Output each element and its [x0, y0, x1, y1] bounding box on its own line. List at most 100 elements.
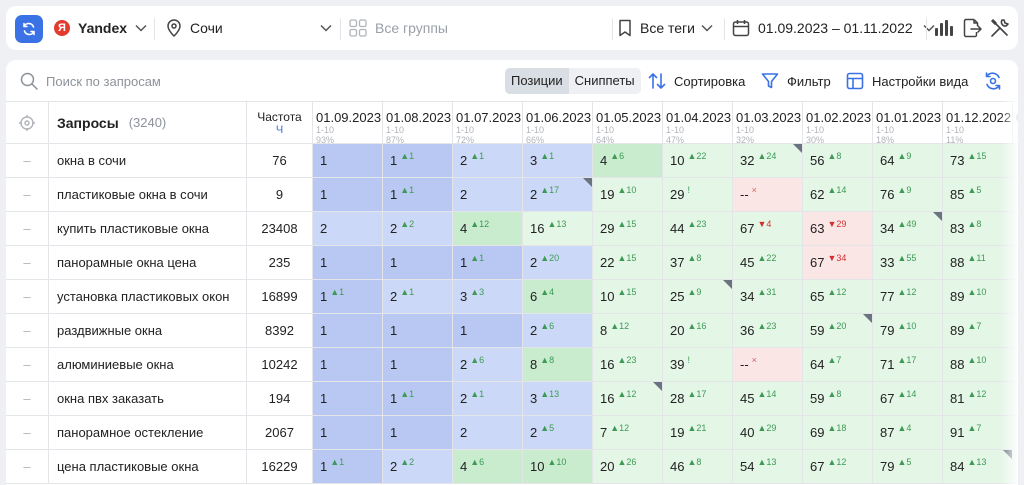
position-cell[interactable]: 22 ▲15 — [593, 246, 663, 280]
position-cell[interactable]: 34 ▲31 — [733, 280, 803, 314]
position-cell[interactable]: 1 — [1013, 178, 1018, 212]
position-cell[interactable]: 1 — [453, 314, 523, 348]
position-cell[interactable]: 1 — [383, 314, 453, 348]
table-row[interactable]: – раздвижные окна 8392 1 1 1 2 ▲6 8 ▲12 20 ▲16 36 ▲23… — [6, 314, 1018, 348]
position-cell[interactable]: 8 ▲8 — [523, 348, 593, 382]
table-row[interactable]: – пластиковые окна в сочи 9 1 1 ▲1 2 2 ▲17 19 ▲10 2… — [6, 178, 1018, 212]
date-column-header[interactable]: 01.12.2022 1-10 11% — [943, 102, 1013, 145]
position-cell[interactable]: 4 ▲6 — [593, 144, 663, 178]
engine-select[interactable]: Я Yandex — [54, 6, 147, 50]
date-column-header[interactable]: 01.06.2023 1-10 66% — [523, 102, 593, 145]
query-cell[interactable]: панорамные окна цена — [49, 246, 247, 280]
table-row[interactable]: – панорамное остекление 2067 1 1 2 2 ▲5 7 ▲12 19 ▲2… — [6, 416, 1018, 450]
position-cell[interactable]: 2 ▲5 — [523, 416, 593, 450]
position-cell[interactable]: 1 — [383, 416, 453, 450]
tools-button[interactable] — [990, 6, 1010, 50]
position-cell[interactable]: 10 ▲15 — [593, 280, 663, 314]
query-column-header[interactable]: Запросы (3240) — [49, 102, 247, 144]
query-cell[interactable]: цена пластиковые окна — [49, 450, 247, 484]
position-cell[interactable]: 2 ▲2 — [383, 212, 453, 246]
position-cell[interactable]: 2 ▲6 — [523, 314, 593, 348]
position-cell[interactable]: 1 — [313, 416, 383, 450]
position-cell[interactable]: 83 ▲8 — [943, 212, 1013, 246]
position-cell[interactable]: 1 — [1013, 348, 1018, 382]
position-cell[interactable]: 1 ▲1 — [383, 144, 453, 178]
date-column-header[interactable]: 01.03.2023 1-10 32% — [733, 102, 803, 145]
position-cell[interactable]: 84 ▲13 — [943, 450, 1013, 484]
position-cell[interactable]: 2 ▲1 — [453, 382, 523, 416]
position-cell[interactable]: 63 ▼29 — [803, 212, 873, 246]
row-select-cell[interactable]: – — [6, 178, 49, 212]
table-row[interactable]: – окна пвх заказать 194 1 1 ▲1 2 ▲1 3 ▲13 16 ▲12 28 ▲… — [6, 382, 1018, 416]
position-cell[interactable]: 10 ▲10 — [523, 450, 593, 484]
position-cell[interactable]: 1 — [383, 246, 453, 280]
position-cell[interactable]: 1 — [1013, 314, 1018, 348]
query-cell[interactable]: установка пластиковых окон — [49, 280, 247, 314]
refresh-button[interactable] — [15, 15, 43, 43]
position-cell[interactable]: 20 ▲26 — [593, 450, 663, 484]
position-cell[interactable]: 2 ▲1 — [383, 280, 453, 314]
row-select-cell[interactable]: – — [6, 246, 49, 280]
position-cell[interactable]: 89 ▲10 — [943, 280, 1013, 314]
position-cell[interactable]: 3 ▲3 — [453, 280, 523, 314]
position-cell[interactable]: 45 ▲14 — [733, 382, 803, 416]
position-cell[interactable]: 1 — [313, 178, 383, 212]
table-row[interactable]: – панорамные окна цена 235 1 1 1 ▲1 2 ▲20 22 ▲15 37… — [6, 246, 1018, 280]
position-cell[interactable]: 1 — [1013, 416, 1018, 450]
position-cell[interactable]: 1 — [1013, 450, 1018, 484]
chart-button[interactable] — [934, 6, 954, 50]
table-row[interactable]: – купить пластиковые окна 23408 2 2 ▲2 4 ▲12 16 ▲… — [6, 212, 1018, 246]
position-cell[interactable]: 44 ▲23 — [663, 212, 733, 246]
position-cell[interactable]: 16 ▲13 — [523, 212, 593, 246]
position-cell[interactable]: 64 ▲7 — [803, 348, 873, 382]
position-cell[interactable]: 2 ▲17 — [523, 178, 593, 212]
query-cell[interactable]: раздвижные окна — [49, 314, 247, 348]
table-row[interactable]: – установка пластиковых окон 16899 1 ▲1 2 ▲1 3 ▲… — [6, 280, 1018, 314]
date-column-header[interactable]: 01.02.2023 1-10 30% — [803, 102, 873, 145]
position-cell[interactable]: 71 ▲17 — [873, 348, 943, 382]
filter-button[interactable]: Фильтр — [761, 60, 831, 102]
position-cell[interactable]: 29 ▲15 — [593, 212, 663, 246]
position-cell[interactable]: 59 ▲8 — [803, 382, 873, 416]
position-cell[interactable]: 1 ▲1 — [453, 246, 523, 280]
row-select-cell[interactable]: – — [6, 212, 49, 246]
table-row[interactable]: – цена пластиковые окна 16229 1 ▲1 2 ▲2 4 ▲6 10 ▲1… — [6, 450, 1018, 484]
position-cell[interactable]: 16 ▲12 — [593, 382, 663, 416]
position-cell[interactable]: 64 ▲9 — [873, 144, 943, 178]
position-cell[interactable]: 3 ▲1 — [523, 144, 593, 178]
position-cell[interactable]: 36 ▲23 — [733, 314, 803, 348]
position-cell[interactable]: 85 ▲5 — [943, 178, 1013, 212]
view-settings-button[interactable]: Настройки вида — [846, 60, 968, 102]
select-all-cell[interactable] — [6, 102, 49, 144]
position-cell[interactable]: 34 ▲49 — [873, 212, 943, 246]
position-cell[interactable]: 39! — [663, 348, 733, 382]
position-cell[interactable]: 91 ▲7 — [943, 416, 1013, 450]
position-cell[interactable]: 56 ▲8 — [803, 144, 873, 178]
position-cell[interactable]: 88 ▲10 — [943, 348, 1013, 382]
date-column-header[interactable]: 01.08.2023 1-10 87% — [383, 102, 453, 145]
position-cell[interactable]: 25 ▲9 — [663, 280, 733, 314]
position-cell[interactable]: 1 ▲1 — [313, 450, 383, 484]
position-cell[interactable]: 4 ▲6 — [453, 450, 523, 484]
export-button[interactable] — [962, 6, 982, 50]
position-cell[interactable]: 88 ▲11 — [943, 246, 1013, 280]
sort-button[interactable]: Сортировка — [648, 60, 745, 102]
position-cell[interactable]: 1 — [313, 382, 383, 416]
region-select[interactable]: Сочи — [166, 6, 332, 50]
tab-positions[interactable]: Позиции — [505, 68, 569, 94]
position-cell[interactable]: 4 ▲12 — [453, 212, 523, 246]
position-cell[interactable]: 2 — [313, 212, 383, 246]
position-cell[interactable]: 89 ▲7 — [943, 314, 1013, 348]
date-column-header[interactable]: 01.01.2023 1-10 18% — [873, 102, 943, 145]
position-cell[interactable]: 45 ▲22 — [733, 246, 803, 280]
position-cell[interactable]: 1 — [313, 314, 383, 348]
query-cell[interactable]: купить пластиковые окна — [49, 212, 247, 246]
position-cell[interactable]: 19 ▲21 — [663, 416, 733, 450]
row-select-cell[interactable]: – — [6, 416, 49, 450]
position-cell[interactable]: 6 ▲4 — [523, 280, 593, 314]
position-cell[interactable]: 67 ▼4 — [733, 212, 803, 246]
position-cell[interactable]: 40 ▲29 — [733, 416, 803, 450]
table-row[interactable]: – алюминиевые окна 10242 1 1 2 ▲6 8 ▲8 16 ▲23 39! --… — [6, 348, 1018, 382]
position-cell[interactable]: 7 ▲12 — [593, 416, 663, 450]
